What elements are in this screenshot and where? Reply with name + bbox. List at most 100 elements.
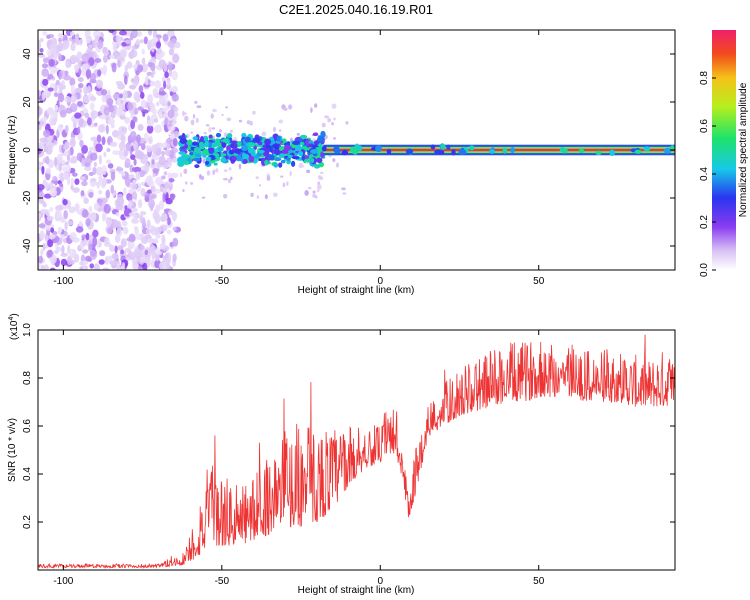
spectrogram-cell	[92, 229, 99, 238]
spectrogram-cell	[49, 267, 56, 270]
snr-x-ticks: -100 -50 0 50	[53, 330, 545, 587]
spectrogram-cell	[298, 150, 304, 157]
spectrogram-cell	[160, 186, 164, 193]
spectrogram-cell	[170, 38, 177, 44]
spectrogram-cell	[49, 115, 54, 123]
spectrogram-cell	[150, 144, 159, 154]
spectrogram-cell	[149, 102, 156, 113]
spectrogram-y-axis-label: Frequency (Hz)	[7, 116, 18, 185]
spectrogram-cell	[123, 148, 129, 157]
spectrogram-cell	[40, 208, 48, 215]
spectrogram-cell	[64, 221, 68, 231]
spectrogram-cell	[115, 212, 120, 217]
spectrogram-cell	[109, 260, 118, 266]
spectrogram-cell	[120, 49, 127, 59]
x-tick-label: 0	[377, 276, 383, 287]
spectrogram-cell	[107, 118, 115, 126]
spectrogram-cell	[241, 144, 248, 152]
spectrogram-cell	[609, 149, 616, 157]
spectrogram-cell	[140, 235, 149, 245]
spectrogram-cell	[143, 36, 148, 45]
spectrogram-cell	[148, 198, 155, 209]
spectrogram-cell	[152, 168, 160, 174]
spectrogram-cell	[42, 78, 49, 86]
spectrogram-cell	[278, 129, 282, 132]
spectrogram-cell	[65, 107, 73, 114]
snr-multiplier-label: (x104)	[8, 313, 20, 340]
spectrogram-cell	[96, 40, 104, 50]
spectrogram-cell	[241, 132, 247, 139]
y-tick-label: 20	[22, 96, 33, 108]
spectrogram-cell	[182, 188, 185, 193]
spectrogram-cell	[278, 146, 285, 152]
spectrogram-cell	[559, 147, 565, 153]
spectrogram-cell	[39, 230, 45, 241]
spectrogram-cell	[109, 141, 118, 147]
spectrogram-marks	[38, 30, 675, 270]
spectrogram-cell	[46, 215, 54, 221]
spectrogram-cell	[122, 187, 127, 196]
spectrogram-cell	[228, 149, 235, 155]
spectrogram-cell	[319, 171, 324, 175]
spectrogram-cell	[183, 112, 187, 115]
spectrogram-cell	[101, 165, 107, 176]
spectrogram-cell	[158, 59, 167, 69]
spectrogram-cell	[151, 250, 156, 260]
spectrogram-cell	[67, 220, 74, 226]
spectrogram-cell	[45, 167, 52, 175]
spectrogram-cell	[290, 160, 296, 167]
y-tick-label: 0.2	[22, 515, 33, 529]
spectrogram-x-ticks: -100 -50 0 50	[53, 30, 545, 287]
spectrogram-cell	[331, 103, 337, 109]
spectrogram-cell	[88, 243, 93, 251]
spectrogram-cell	[258, 184, 261, 187]
spectrogram-cell	[183, 168, 188, 175]
spectrogram-cell	[268, 145, 273, 153]
spectrogram-cell	[53, 92, 59, 98]
spectrogram-cell	[159, 261, 166, 270]
spectrogram-cell	[151, 185, 156, 193]
spectrogram-cell	[124, 176, 131, 187]
spectrogram-cell	[201, 196, 206, 199]
snr-frame	[37, 329, 676, 571]
spectrogram-cell	[192, 114, 196, 119]
spectrogram-cell	[235, 154, 242, 162]
spectrogram-cell	[137, 64, 144, 73]
spectrogram-cell	[248, 142, 255, 148]
spectrogram-cell	[84, 165, 92, 171]
spectrogram-cell	[163, 171, 168, 176]
spectrogram-cell	[107, 163, 114, 169]
spectrogram-cell	[502, 147, 508, 154]
spectrogram-cell	[41, 91, 46, 101]
spectrogram-cell	[71, 39, 76, 44]
spectrogram-cell	[223, 193, 228, 199]
spectrogram-cell	[155, 34, 162, 39]
spectrogram-cell	[39, 137, 48, 143]
spectrogram-cell	[266, 175, 271, 181]
spectrogram-cell	[172, 53, 180, 64]
spectrogram-cell	[139, 39, 145, 44]
spectrogram-cell	[150, 72, 154, 78]
spectrogram-cell	[210, 113, 214, 119]
spectrogram-cell	[162, 103, 166, 107]
spectrogram-cell	[172, 226, 177, 231]
spectrogram-cell	[211, 127, 216, 130]
spectrogram-cell	[212, 169, 216, 176]
spectrogram-cell	[342, 192, 347, 195]
spectrogram-cell	[124, 158, 131, 168]
spectrogram-cell	[58, 104, 64, 111]
spectrogram-cell	[38, 255, 44, 264]
spectrogram-cell	[103, 50, 110, 56]
spectrogram-cell	[150, 259, 155, 268]
spectrogram-cell	[57, 124, 64, 133]
spectrogram-cell	[77, 77, 84, 83]
x-tick-label: -100	[53, 576, 73, 587]
spectrogram-cell	[227, 179, 231, 184]
spectrogram-cell	[102, 267, 110, 270]
spectrogram-cell	[272, 192, 278, 198]
spectrogram-cell	[161, 213, 168, 222]
spectrogram-cell	[120, 249, 125, 255]
spectrogram-cell	[111, 219, 119, 228]
spectrogram-cell	[128, 199, 133, 207]
spectrogram-cell	[155, 246, 161, 256]
